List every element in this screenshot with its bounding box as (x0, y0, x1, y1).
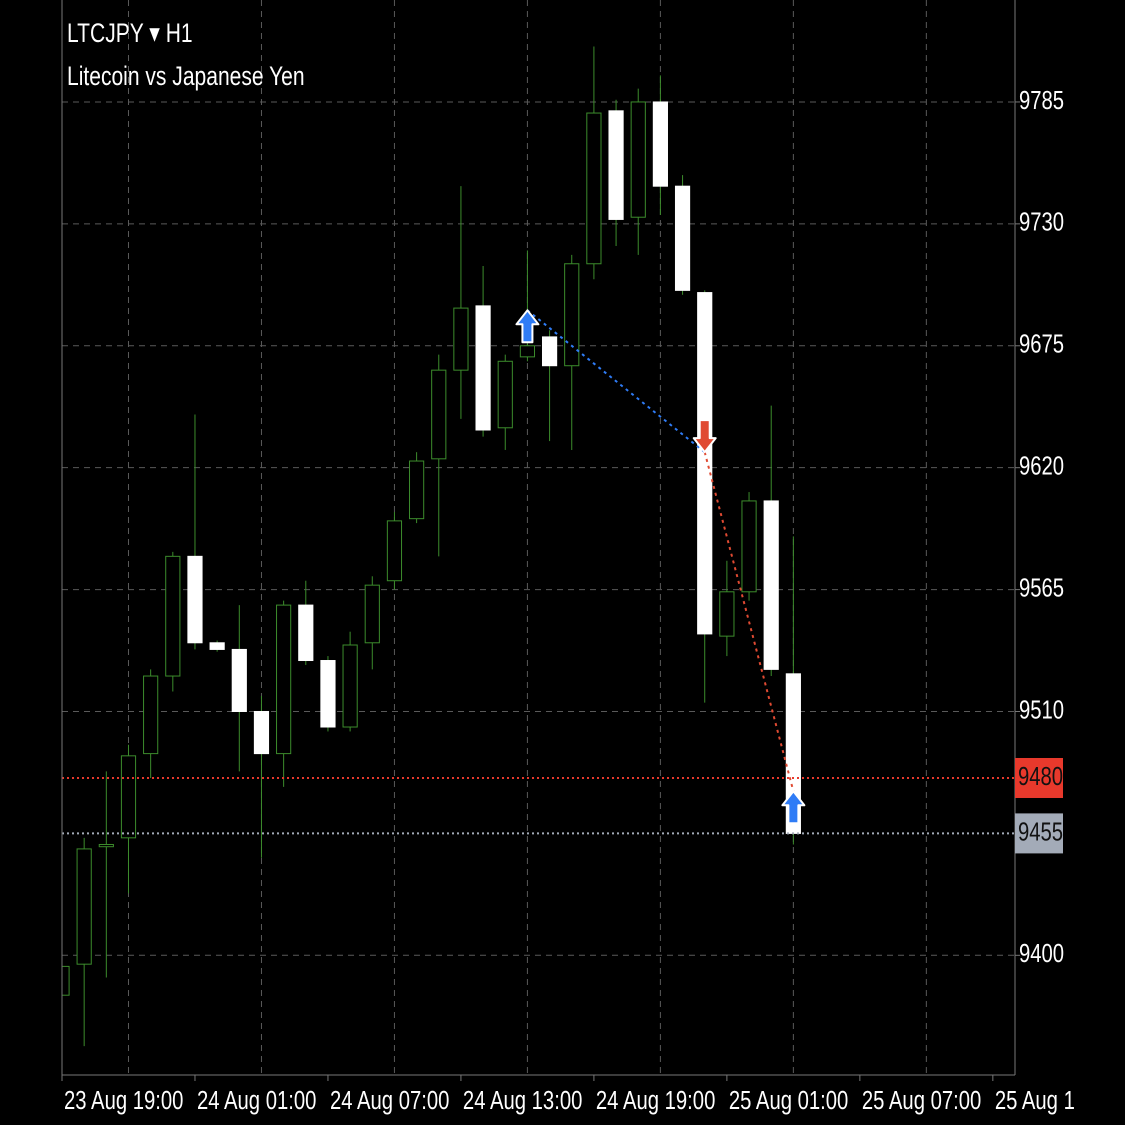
candle-body (630, 101, 646, 218)
x-tick-label: 25 Aug 01:00 (729, 1085, 848, 1114)
candle-body (519, 345, 536, 358)
candle-body (608, 110, 624, 220)
candle-body (231, 648, 247, 712)
candle-body (674, 185, 691, 291)
y-tick-label: 9400 (1019, 939, 1064, 968)
signal-connector (703, 451, 795, 792)
x-tick-label: 24 Aug 07:00 (330, 1085, 449, 1114)
candle-body (652, 101, 668, 187)
candle-body (62, 965, 70, 996)
candle-body (276, 604, 292, 755)
candle-body (342, 644, 358, 728)
candle-body (763, 500, 779, 670)
candle-body (209, 642, 225, 650)
y-tick-label: 9675 (1019, 329, 1064, 358)
signal-connector (526, 309, 706, 453)
signal-arrow (692, 419, 717, 454)
candle-body (541, 336, 558, 367)
candle-body (497, 360, 513, 429)
axes: 9400 9510 9565 9620 9675 9730 9785 23 Aug 19:00… (61, 85, 1075, 1114)
y-tick-label: 9730 (1019, 207, 1064, 236)
chart-title: LTCJPY ▾ H1 (67, 19, 193, 49)
candle-body (187, 555, 203, 644)
candle-body (409, 460, 425, 520)
candle-body (120, 755, 137, 839)
price-label: 9480 (1018, 761, 1063, 790)
y-tick-label: 9620 (1019, 451, 1064, 480)
candle-body (364, 584, 380, 644)
candle-body (719, 591, 735, 637)
y-tick-label: 9565 (1019, 573, 1064, 602)
price-label-box (1015, 813, 1063, 854)
signal-arrow (781, 790, 806, 825)
candle-body (475, 305, 491, 431)
candle-body (564, 263, 580, 367)
chart-subtitle: Litecoin vs Japanese Yen (67, 62, 305, 92)
candle-body (165, 555, 181, 677)
signal-arrow (515, 309, 540, 344)
price-label: 9455 (1018, 817, 1063, 846)
x-tick-label: 25 Aug 07:00 (862, 1085, 981, 1114)
candle-body (76, 848, 92, 965)
y-tick-label: 9510 (1019, 695, 1064, 724)
x-tick-label: 24 Aug 13:00 (463, 1085, 582, 1114)
candle-body (320, 660, 336, 728)
x-tick-label: 23 Aug 19:00 (64, 1085, 183, 1114)
candle-body (386, 520, 403, 582)
x-tick-label: 24 Aug 19:00 (596, 1085, 715, 1114)
x-tick-label: 24 Aug 01:00 (197, 1085, 316, 1114)
x-tick-label: 25 Aug 1 (995, 1085, 1075, 1114)
candle-body (98, 843, 114, 848)
candle-body (453, 307, 469, 371)
candle-body (431, 369, 447, 460)
candle-body (586, 112, 602, 265)
y-tick-label: 9785 (1019, 85, 1064, 114)
candle-body (143, 675, 159, 755)
price-label-box (1015, 757, 1063, 798)
candle-body (697, 292, 713, 635)
plot-area (62, 46, 1015, 1047)
candle-body (741, 500, 757, 593)
candle-body (253, 710, 270, 755)
candle-body (298, 604, 314, 662)
